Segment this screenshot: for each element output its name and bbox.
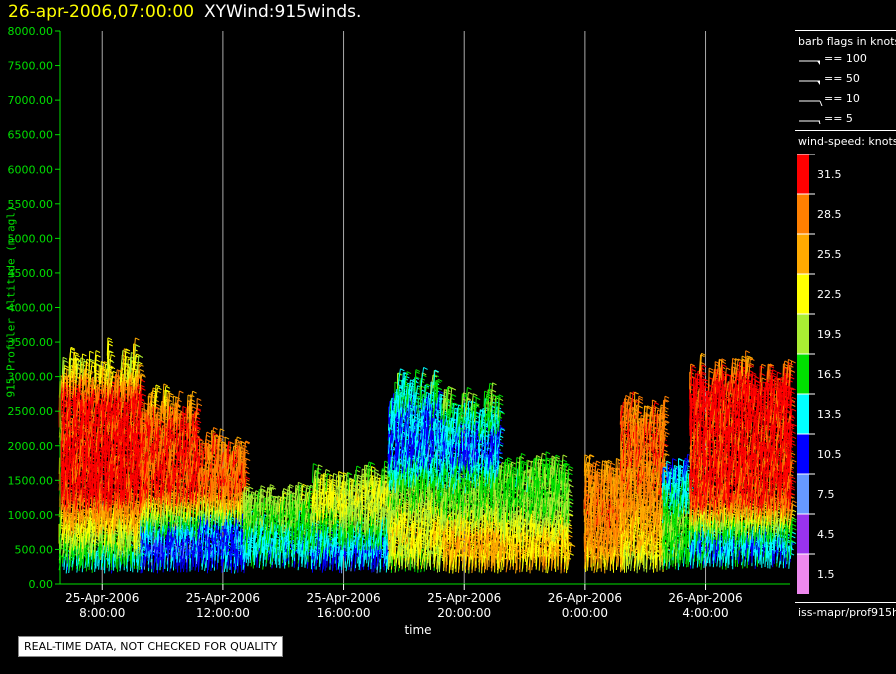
wind-barb-flag [135,338,139,340]
wind-barb [66,465,67,481]
wind-barb-flag [64,366,68,368]
wind-barb-flag [76,355,80,357]
wind-barb-flag [109,344,113,346]
wind-barb [190,395,191,413]
wind-barb-flag [63,357,67,359]
wind-barb-flag [166,386,170,388]
wind-barb [189,460,190,475]
wind-barb-flag [183,406,187,408]
wind-barb [110,519,111,534]
wind-barb-flag [108,338,112,340]
wind-barb-flag [178,410,182,412]
wind-barb [140,374,141,391]
wind-barb [197,398,198,418]
wind-barb-flag [179,391,183,393]
wind-barb [160,406,161,424]
wind-barb-flag [142,394,146,396]
wind-barb-flag [170,396,174,398]
wind-barb-flag [198,404,202,406]
wind-barb-flag [109,341,113,343]
wind-barb-flag [153,388,157,390]
wind-barb [99,365,100,380]
wind-barb-flag [141,380,145,382]
wind-barb [89,351,90,371]
wind-barb-flag [193,391,197,393]
wind-barbs [59,338,797,574]
wind-barb [77,534,78,549]
wind-barb-flag [75,352,79,354]
wind-barb-flag [156,385,160,387]
wind-barb-flag [138,362,142,364]
wind-barb [123,349,124,368]
wind-barb-flag [136,345,140,347]
wind-barb-flag [96,351,100,353]
wind-barb [155,469,156,487]
wind-barb-flag [140,369,144,371]
wind-barb [62,357,63,374]
wind-barb-flag [111,355,115,357]
wind-barb-flag [164,384,168,386]
wind-barb-flag [141,388,145,390]
wind-barb [131,428,132,445]
wind-barb-flag [127,356,131,358]
wind-barb-flag [139,356,143,358]
wind-barb-flag [83,354,87,356]
wind-barb [64,554,66,570]
wind-barb-flag [158,388,162,390]
wind-barb-flag [156,404,160,406]
wind-barb [128,359,129,376]
wind-barb-flag [197,421,201,423]
wind-barb [142,458,143,473]
wind-barb-flag [64,360,68,362]
wind-barb [75,355,76,374]
wind-barb [166,497,167,514]
wind-barb-flag [97,355,101,357]
wind-barb-flag [197,398,201,400]
wind-barb [66,369,67,387]
wind-barb-flag [90,351,94,353]
wind-barb [163,384,164,400]
wind-barb [107,338,108,356]
